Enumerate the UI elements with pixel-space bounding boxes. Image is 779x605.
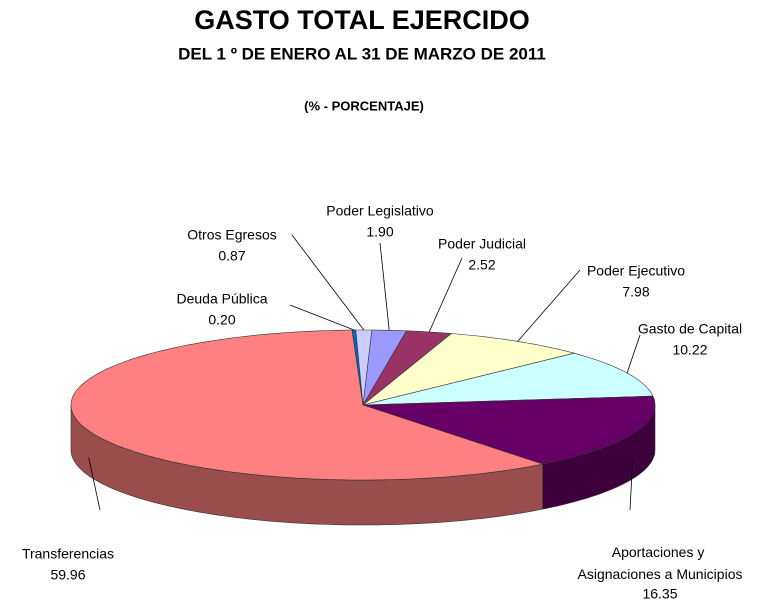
value-label: 0.87 <box>218 248 245 264</box>
pie-slice <box>362 352 654 406</box>
leader-line <box>88 457 101 511</box>
pie-slice <box>362 395 656 465</box>
leader-line <box>517 269 581 342</box>
leader-line <box>428 257 463 333</box>
category-label: Poder Ejecutivo <box>587 263 685 279</box>
pie-slice <box>70 329 544 481</box>
leader-line <box>379 242 390 331</box>
leader-line <box>291 234 365 331</box>
chart-subtitle: DEL 1 º DE ENERO AL 31 DE MARZO DE 2011 <box>178 44 546 63</box>
leader-line <box>289 304 355 331</box>
value-label: 0.20 <box>208 312 235 328</box>
category-label: Transferencias <box>22 546 114 562</box>
annotation: (% - PORCENTAJE) <box>304 98 424 113</box>
value-label: 2.52 <box>468 257 495 273</box>
category-label: Poder Legislativo <box>326 203 434 219</box>
category-label: Poder Judicial <box>438 236 526 252</box>
chart-title: GASTO TOTAL EJERCIDO <box>194 5 530 35</box>
label-line: Asignaciones a Municipios <box>578 566 743 582</box>
label-line: Aportaciones y <box>612 544 709 560</box>
value-label: 7.98 <box>622 284 649 300</box>
value-label: 1.90 <box>366 224 393 240</box>
leader-line <box>626 334 641 374</box>
category-label: Gasto de Capital <box>638 321 742 337</box>
value-label: 16.35 <box>642 586 677 602</box>
category-label: Aportaciones y Asignaciones a Municipios <box>578 544 743 582</box>
category-label: Deuda Pública <box>176 291 267 307</box>
value-label: 10.22 <box>672 342 707 358</box>
category-label: Otros Egresos <box>187 227 276 243</box>
leader-line <box>629 460 633 511</box>
value-label: 59.96 <box>50 567 85 583</box>
